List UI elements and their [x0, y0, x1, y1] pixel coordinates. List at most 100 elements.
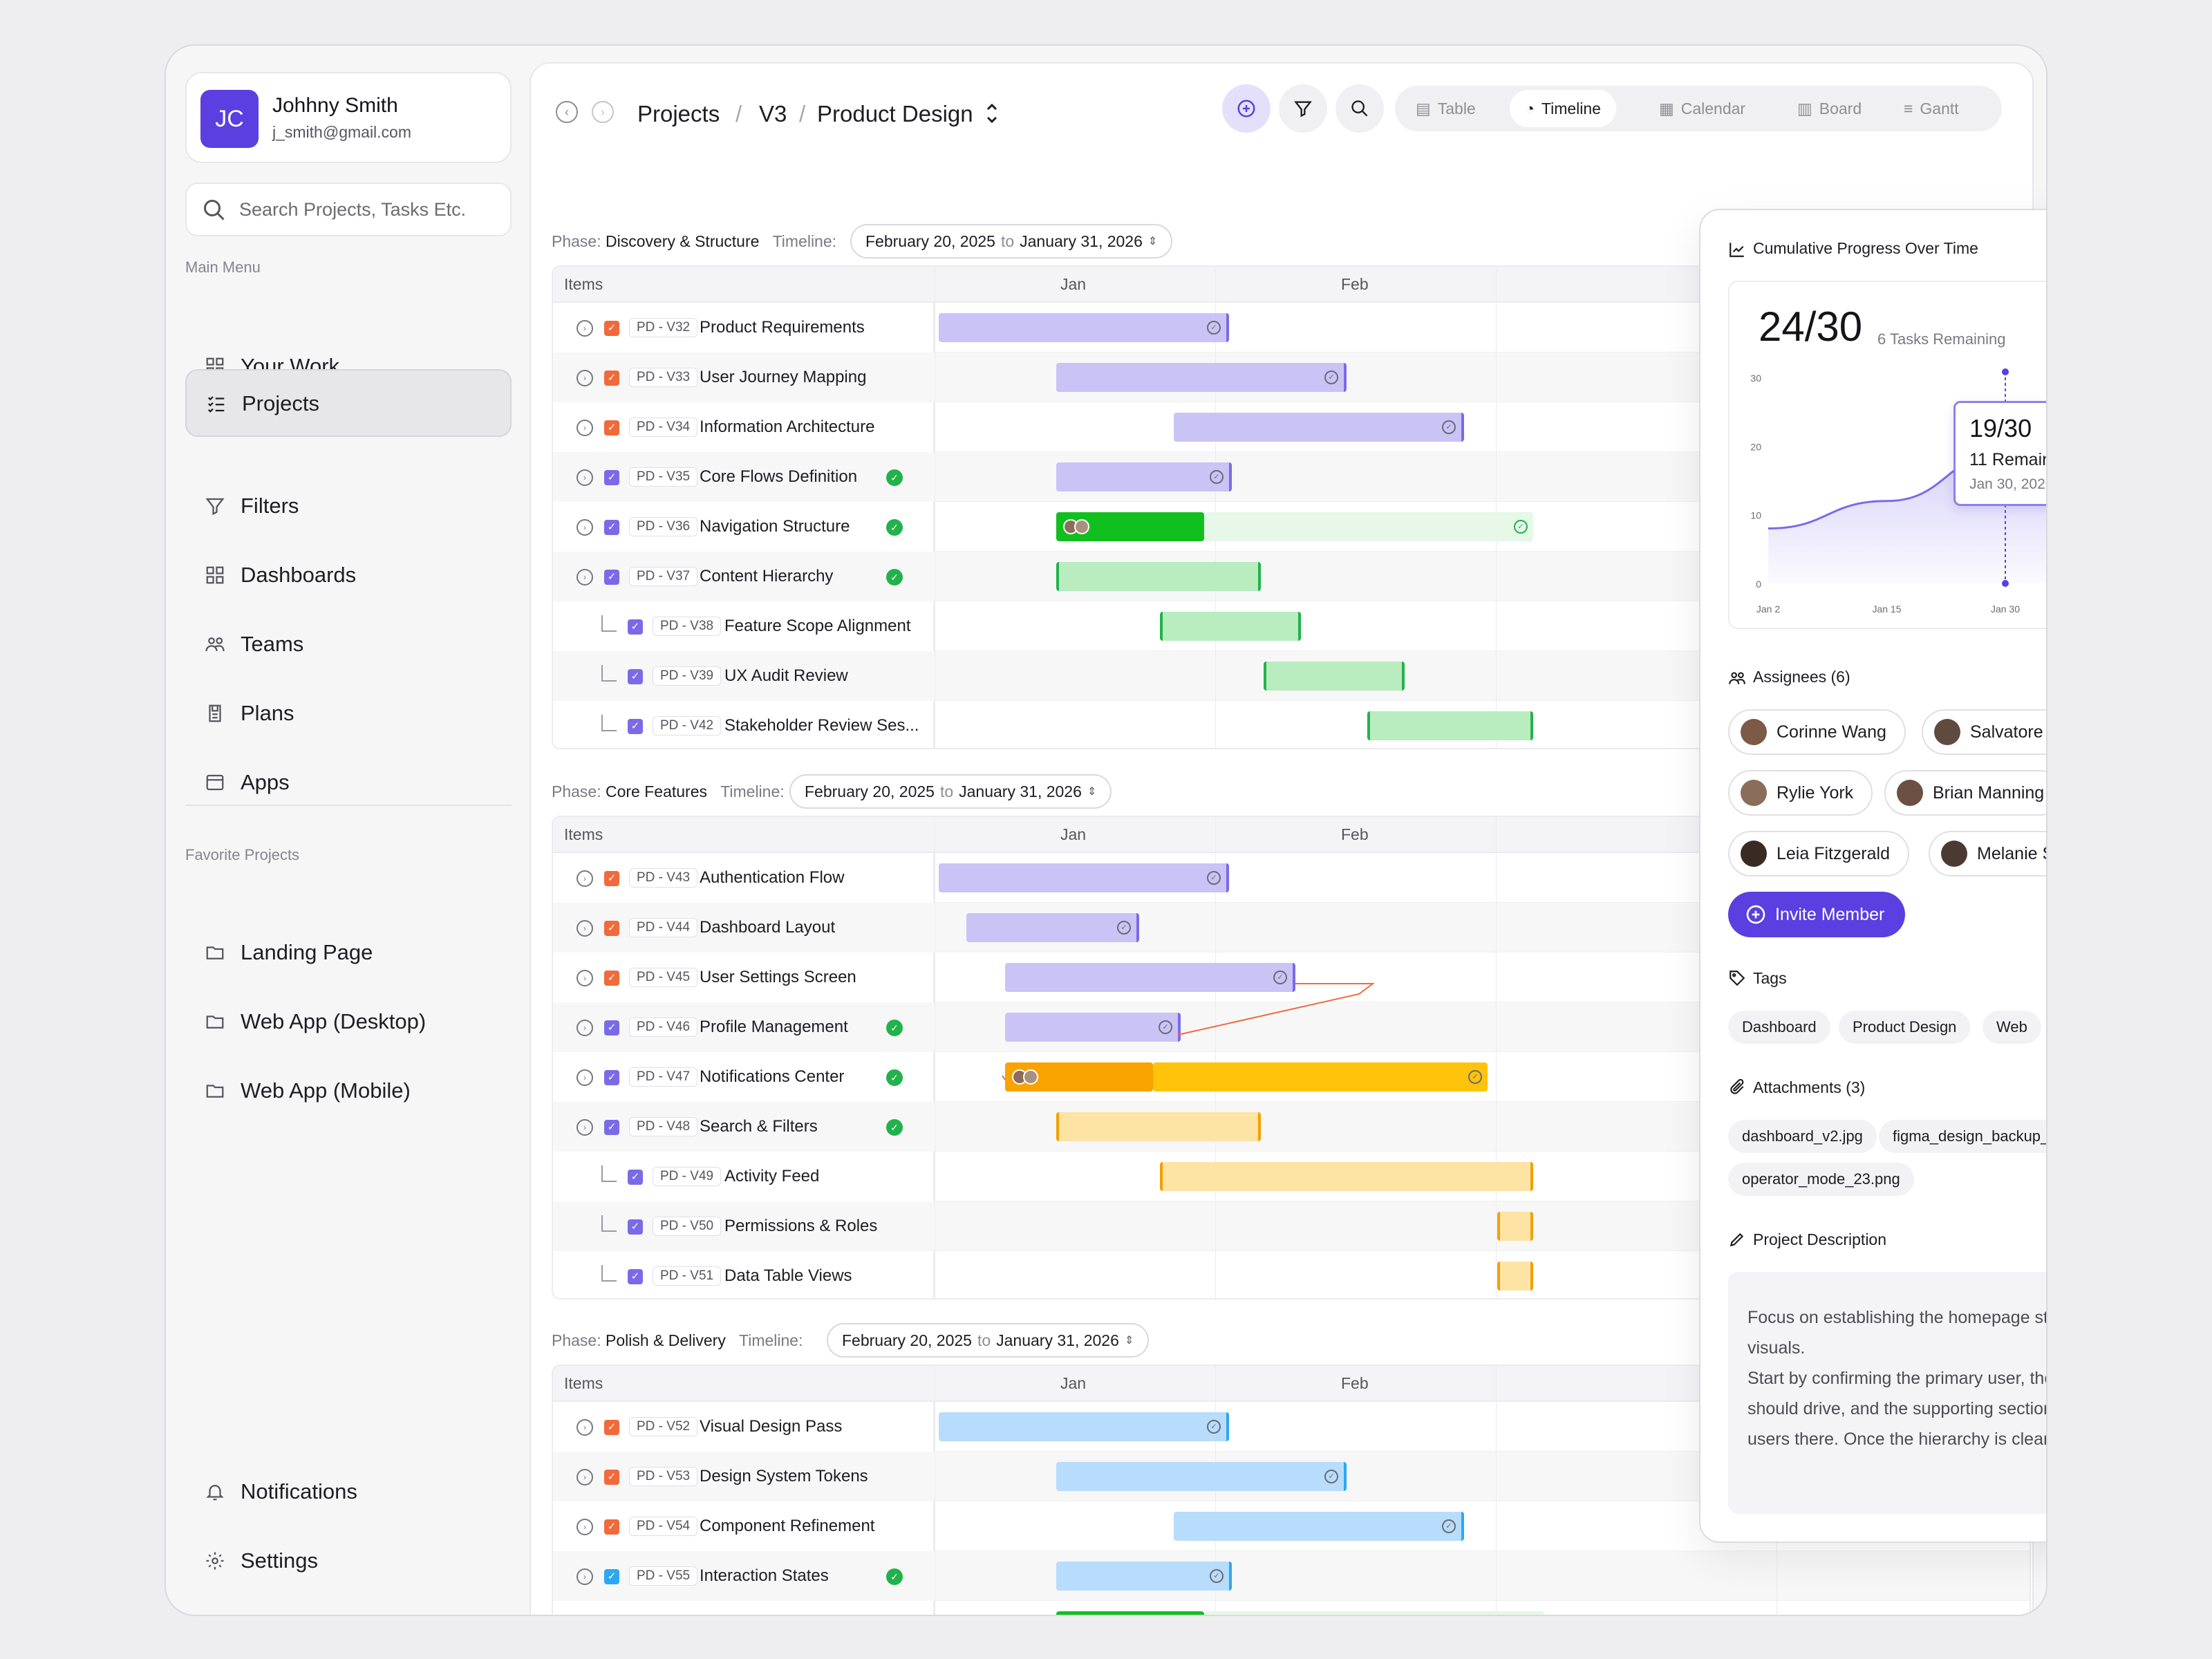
- back-icon[interactable]: ‹: [556, 101, 578, 123]
- sidebar-item-projects[interactable]: Projects: [185, 369, 512, 437]
- attachment-chip[interactable]: operator_mode_23.png: [1728, 1163, 1914, 1196]
- timeline-bar[interactable]: [1056, 562, 1261, 591]
- task-checkbox[interactable]: ✓: [604, 1020, 619, 1035]
- timeline-bar[interactable]: ✓: [1204, 512, 1533, 541]
- task-row[interactable]: › ✓ PD - V34 Information Architecture: [553, 402, 935, 452]
- expand-icon[interactable]: ›: [577, 1020, 593, 1036]
- task-checkbox[interactable]: ✓: [628, 1219, 643, 1235]
- timeline-bar[interactable]: ✓: [1174, 413, 1464, 442]
- favorite-web-app-desktop[interactable]: Web App (Desktop): [185, 988, 512, 1056]
- timeline-range-select[interactable]: February 20, 2025 to January 31, 2026 ⇕: [827, 1323, 1150, 1358]
- expand-icon[interactable]: ›: [577, 1419, 593, 1436]
- timeline-bar[interactable]: ✓: [1005, 963, 1295, 992]
- assignee-chip[interactable]: Leia Fitzgerald: [1728, 831, 1909, 877]
- expand-icon[interactable]: ›: [577, 970, 593, 986]
- sidebar-item-notifications[interactable]: Notifications: [185, 1459, 512, 1526]
- timeline-bar[interactable]: ✓: [966, 913, 1139, 942]
- favorite-landing-page[interactable]: Landing Page: [185, 919, 512, 987]
- task-checkbox[interactable]: ✓: [604, 1070, 619, 1085]
- filter-button[interactable]: [1279, 84, 1327, 133]
- task-checkbox[interactable]: ✓: [604, 1120, 619, 1135]
- tab-board[interactable]: ▥ Board: [1782, 90, 1877, 127]
- tab-table[interactable]: ▤ Table: [1400, 90, 1491, 127]
- task-checkbox[interactable]: ✓: [628, 1170, 643, 1185]
- expand-icon[interactable]: ›: [577, 920, 593, 937]
- assignee-chip[interactable]: Rylie York: [1728, 770, 1873, 816]
- expand-icon[interactable]: ›: [577, 370, 593, 386]
- sidebar-item-teams[interactable]: Teams: [185, 611, 512, 679]
- task-row[interactable]: › ✓ PD - V55 Interaction States ✓: [553, 1551, 935, 1601]
- task-row[interactable]: › ✓ PD - V48 Search & Filters ✓: [553, 1102, 935, 1152]
- expand-icon[interactable]: ›: [577, 469, 593, 486]
- crumb-product-design[interactable]: Product Design: [817, 101, 973, 126]
- timeline-bar[interactable]: [1160, 612, 1301, 641]
- attachment-chip[interactable]: dashboard_v2.jpg: [1728, 1120, 1877, 1153]
- timeline-bar[interactable]: [1497, 1212, 1533, 1241]
- task-checkbox[interactable]: ✓: [604, 520, 619, 535]
- task-checkbox[interactable]: ✓: [628, 719, 643, 734]
- expand-icon[interactable]: ›: [577, 320, 593, 337]
- crumb-projects[interactable]: Projects: [637, 101, 720, 126]
- sidebar-item-plans[interactable]: Plans: [185, 680, 512, 748]
- timeline-bar[interactable]: ✓: [1056, 462, 1232, 491]
- timeline-bar[interactable]: ✓: [1005, 1013, 1181, 1042]
- sidebar-item-apps[interactable]: Apps: [185, 749, 512, 817]
- sidebar-item-filters[interactable]: Filters: [185, 473, 512, 541]
- task-row[interactable]: › ✓ PD - V52 Visual Design Pass: [553, 1402, 935, 1452]
- task-checkbox[interactable]: ✓: [604, 1519, 619, 1535]
- task-checkbox[interactable]: ✓: [628, 619, 643, 635]
- timeline-bar[interactable]: ✓: [1056, 363, 1347, 392]
- task-row[interactable]: › ✓ PD - V47 Notifications Center ✓: [553, 1052, 935, 1102]
- timeline-bar[interactable]: ✓: [1153, 1062, 1488, 1091]
- timeline-range-select[interactable]: February 20, 2025 to January 31, 2026 ⇕: [789, 774, 1112, 809]
- task-row[interactable]: ✓ PD - V38 Feature Scope Alignment: [553, 601, 935, 651]
- assignee-chip[interactable]: Corinne Wang: [1728, 709, 1906, 755]
- add-button[interactable]: [1222, 84, 1271, 133]
- timeline-bar[interactable]: ✓: [939, 313, 1229, 342]
- task-row[interactable]: › ✓ PD - V54 Component Refinement: [553, 1501, 935, 1551]
- timeline-bar[interactable]: [1056, 1112, 1261, 1141]
- task-row[interactable]: ✓ PD - V42 Stakeholder Review Ses...: [553, 701, 935, 748]
- assignee-chip[interactable]: Salvatore Woods: [1922, 709, 2046, 755]
- timeline-bar[interactable]: [1497, 1262, 1533, 1291]
- timeline-bar[interactable]: ✓: [1056, 1462, 1347, 1491]
- timeline-bar[interactable]: [1264, 662, 1405, 691]
- task-row[interactable]: › ✓ PD - V35 Core Flows Definition ✓: [553, 452, 935, 502]
- expand-icon[interactable]: ›: [577, 1119, 593, 1136]
- expand-icon[interactable]: ›: [577, 870, 593, 887]
- timeline-bar[interactable]: [1056, 512, 1204, 541]
- task-checkbox[interactable]: ✓: [604, 871, 619, 886]
- timeline-bar[interactable]: [1005, 1062, 1153, 1091]
- task-checkbox[interactable]: ✓: [604, 1420, 619, 1435]
- task-checkbox[interactable]: ✓: [604, 921, 619, 936]
- invite-member-button[interactable]: Invite Member: [1728, 892, 1906, 937]
- sidebar-item-settings[interactable]: Settings: [185, 1528, 512, 1595]
- tab-timeline[interactable]: ◔ Timeline: [1510, 90, 1616, 127]
- task-row[interactable]: ✓ PD - V50 Permissions & Roles: [553, 1201, 935, 1251]
- timeline-bar[interactable]: ✓: [1056, 1562, 1232, 1591]
- task-row[interactable]: › ✓ PD - V43 Authentication Flow: [553, 853, 935, 903]
- task-checkbox[interactable]: ✓: [604, 321, 619, 336]
- attachment-chip[interactable]: figma_design_backup_v4.fig: [1879, 1120, 2046, 1153]
- forward-icon[interactable]: ›: [592, 101, 614, 123]
- assignee-chip[interactable]: Brian Manning: [1884, 770, 2046, 816]
- task-checkbox[interactable]: ✓: [604, 1470, 619, 1485]
- task-checkbox[interactable]: ✓: [604, 420, 619, 435]
- expand-icon[interactable]: ›: [577, 420, 593, 436]
- expand-icon[interactable]: ›: [577, 1519, 593, 1535]
- expand-icon[interactable]: ›: [577, 569, 593, 585]
- task-row[interactable]: ✓ PD - V39 UX Audit Review: [553, 651, 935, 701]
- favorite-web-app-mobile[interactable]: Web App (Mobile): [185, 1058, 512, 1125]
- task-checkbox[interactable]: ✓: [604, 1569, 619, 1584]
- task-checkbox[interactable]: ✓: [604, 570, 619, 585]
- timeline-bar[interactable]: ✓: [1174, 1512, 1464, 1541]
- task-row[interactable]: › ✓ PD - V32 Product Requirements: [553, 303, 935, 353]
- tab-calendar[interactable]: ▦ Calendar: [1644, 90, 1761, 127]
- task-row[interactable]: › ✓ PD - V33 User Journey Mapping: [553, 353, 935, 402]
- task-row[interactable]: › ✓ PD - V45 User Settings Screen: [553, 953, 935, 1002]
- tab-gantt[interactable]: ≡ Gantt: [1888, 90, 1974, 127]
- user-card[interactable]: JC Johhny Smith j_smith@gmail.com: [185, 72, 512, 163]
- tag-chip[interactable]: Web: [1983, 1011, 2041, 1044]
- task-row[interactable]: › ✓ PD - V56 Microcopy Review ✓: [553, 1601, 935, 1615]
- task-row[interactable]: › ✓ PD - V37 Content Hierarchy ✓: [553, 552, 935, 601]
